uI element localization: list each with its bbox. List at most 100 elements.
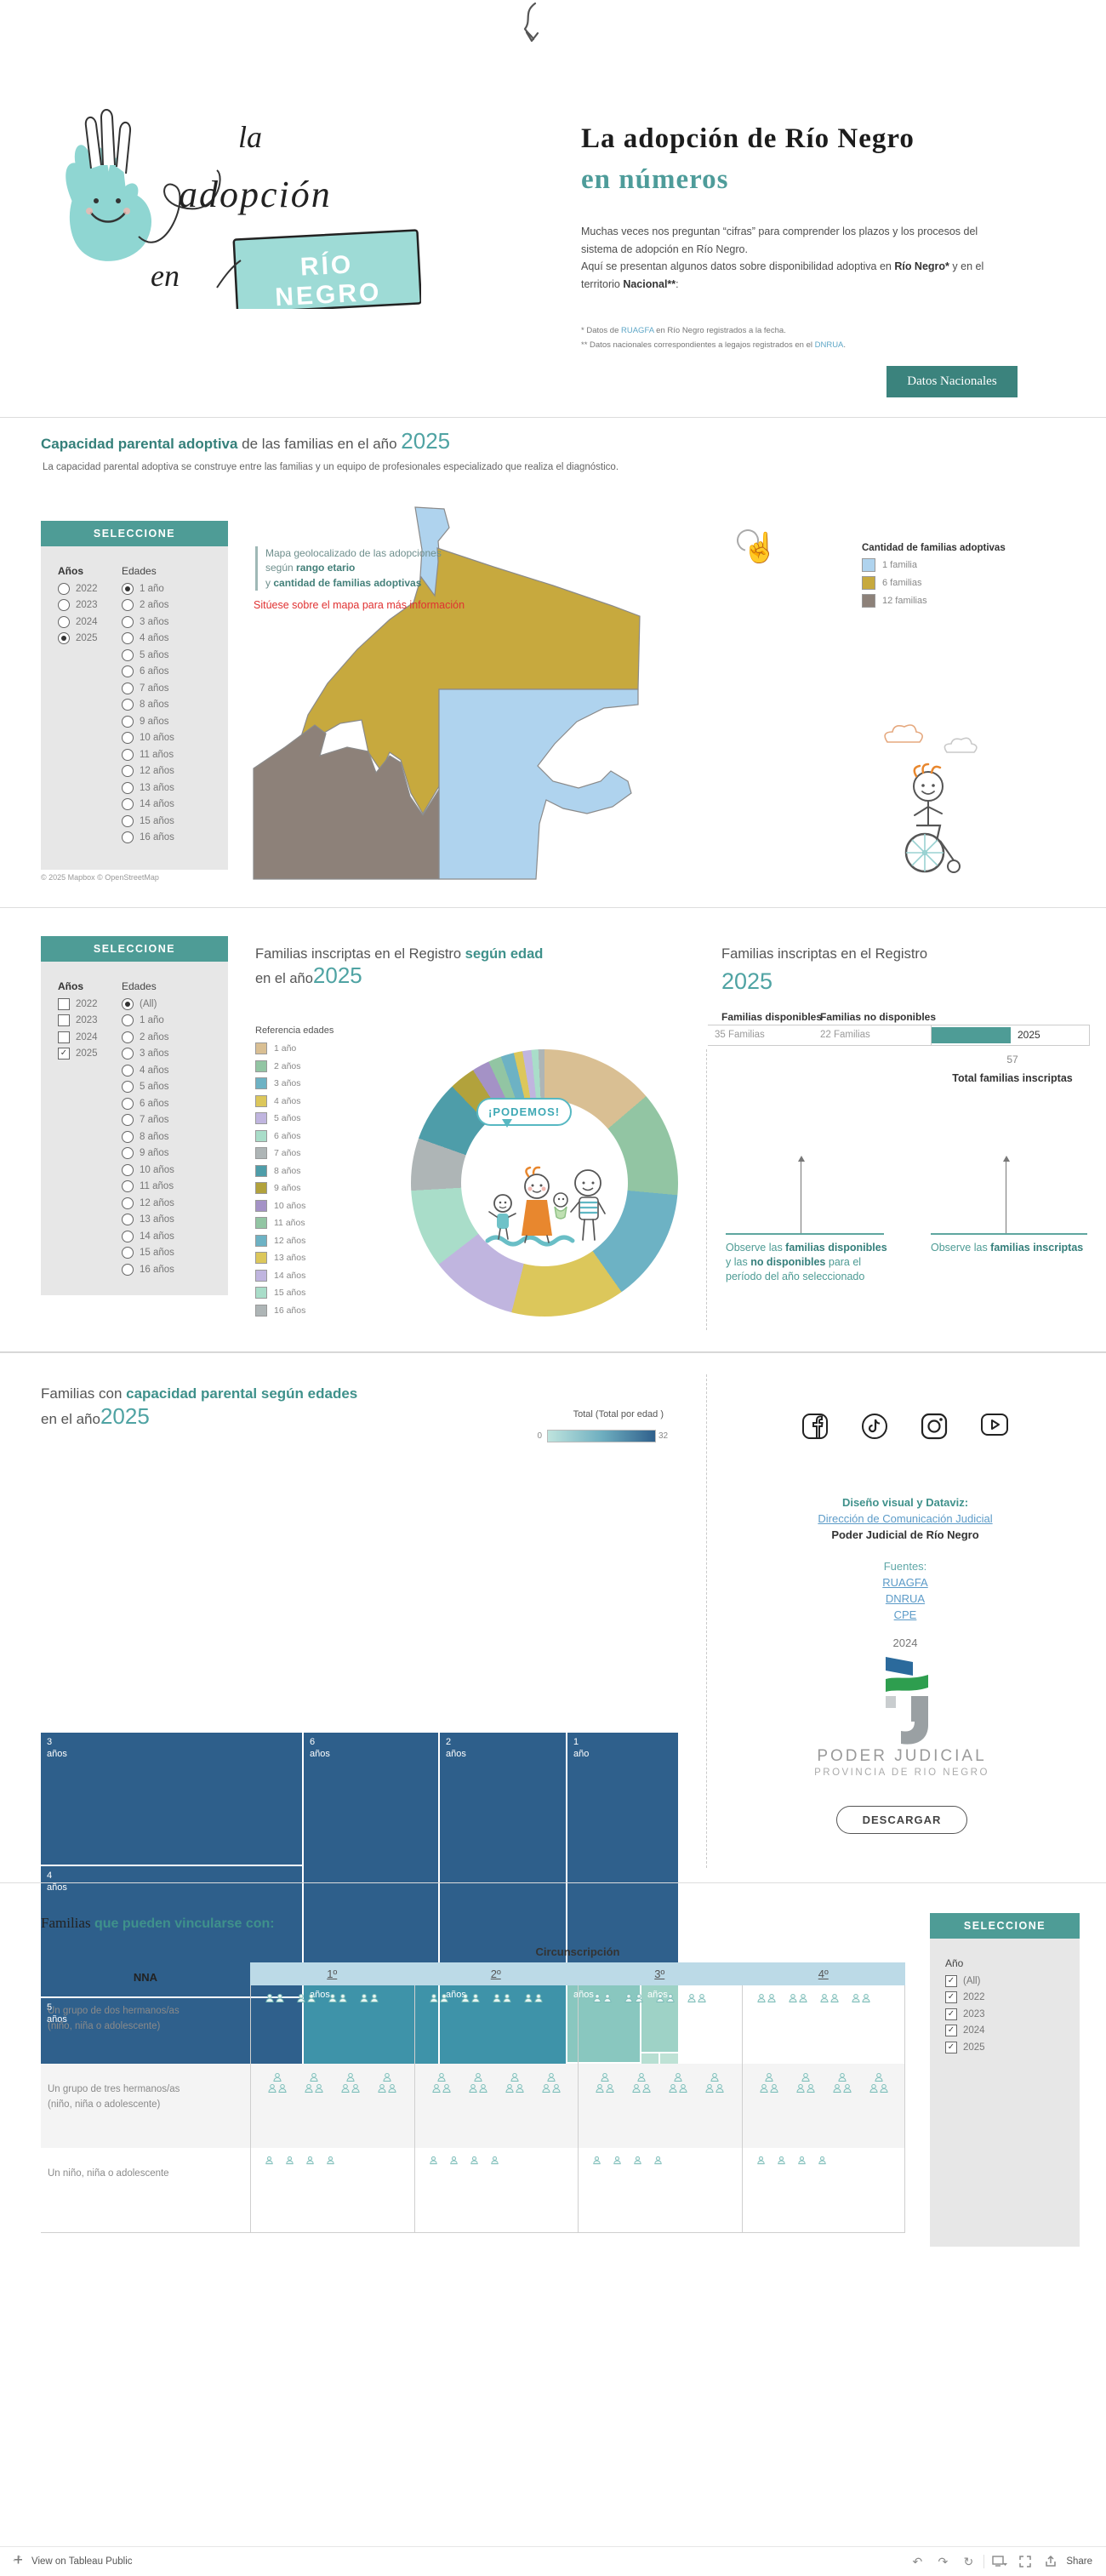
checkbox-option[interactable]: ✓ 2025 [945,2041,985,2053]
reset-icon[interactable]: ↻ [963,2554,974,2568]
icon-cell[interactable] [250,1985,414,2064]
icon-cell[interactable] [741,1985,905,2064]
radio-icon[interactable] [58,615,70,628]
tableau-home[interactable]: View on Tableau Public [12,2555,133,2567]
radio-icon[interactable] [122,831,134,843]
radio-option[interactable]: 4 años [122,1064,174,1077]
col-2[interactable]: 2º [490,1968,501,1980]
undo-icon[interactable]: ↶ [912,2554,923,2568]
radio-icon[interactable] [122,682,134,694]
checkbox-option[interactable]: ✓ (All) [945,1974,985,1987]
radio-option[interactable]: 3 años [122,1048,174,1060]
radio-option[interactable]: 14 años [122,1230,174,1242]
icon-cell[interactable] [413,2148,579,2232]
col-3[interactable]: 3º [654,1968,665,1980]
fullscreen-icon[interactable] [1015,2554,1035,2569]
radio-icon[interactable] [122,1097,134,1110]
icon-cell[interactable] [578,2148,742,2232]
radio-icon[interactable] [122,732,134,744]
checkbox-icon[interactable] [58,1014,70,1026]
radio-icon[interactable] [122,1214,134,1225]
radio-option[interactable]: 8 años [122,1130,174,1143]
radio-icon[interactable] [122,1263,134,1276]
radio-icon[interactable] [122,665,134,677]
redo-icon[interactable]: ↷ [938,2554,949,2568]
radio-option[interactable]: 9 años [122,715,174,728]
radio-icon[interactable] [122,1180,134,1192]
radio-icon[interactable] [122,748,134,761]
radio-option[interactable]: 12 años [122,1197,174,1209]
instagram-icon[interactable] [921,1413,948,1447]
col-1[interactable]: 1º [327,1968,338,1980]
radio-icon[interactable] [122,798,134,810]
icon-cell[interactable] [578,2064,742,2148]
icon-cell[interactable] [741,2064,905,2148]
radio-icon[interactable] [122,615,134,628]
radio-option[interactable]: 7 años [122,682,174,694]
radio-option[interactable]: 16 años [122,831,174,843]
device-layout-icon[interactable] [989,2554,1010,2569]
radio-option[interactable]: 1 año [122,1014,174,1026]
checkbox-option[interactable]: ✓ 2024 [945,2025,985,2036]
radio-option[interactable]: 2022 [58,582,98,595]
radio-icon[interactable] [122,1247,134,1259]
radio-option[interactable]: 14 años [122,798,174,810]
checkbox-option[interactable]: ✓ 2022 [945,1991,985,2003]
radio-icon[interactable] [122,1014,134,1026]
checkbox-icon[interactable] [58,997,70,1010]
radio-option[interactable]: 11 años [122,748,174,761]
share-icon[interactable] [1040,2554,1061,2569]
radio-icon[interactable] [122,1064,134,1077]
radio-icon[interactable] [122,582,134,595]
radio-icon[interactable] [122,599,134,611]
radio-icon[interactable] [122,765,134,777]
icon-cell[interactable] [250,2064,414,2148]
radio-option[interactable]: 11 años [122,1180,174,1192]
radio-option[interactable]: 5 años [122,1081,174,1093]
dnrua-link[interactable]: DNRUA [814,340,844,351]
radio-option[interactable]: 5 años [122,648,174,661]
checkbox-icon[interactable]: ✓ [945,1991,957,2003]
treemap-cell-2-años[interactable]: 2 años [440,1733,566,1972]
fuente-cpe-link[interactable]: CPE [893,1608,917,1621]
radio-option[interactable]: 3 años [122,615,174,628]
share-label[interactable]: Share [1066,2556,1092,2567]
radio-option[interactable]: 4 años [122,632,174,644]
radio-icon[interactable] [58,632,70,644]
radio-option[interactable]: 13 años [122,781,174,794]
col-4[interactable]: 4º [818,1968,829,1980]
descargar-button[interactable]: DESCARGAR [836,1806,967,1834]
radio-option[interactable]: 12 años [122,765,174,777]
total-bar[interactable] [932,1027,1011,1043]
treemap-cell-6-años[interactable]: 6 años [304,1733,438,1972]
datos-nacionales-button[interactable]: Datos Nacionales [887,366,1018,397]
radio-option[interactable]: 10 años [122,732,174,744]
checkbox-icon[interactable]: ✓ [945,1974,957,1987]
radio-option[interactable]: 2 años [122,1031,174,1043]
rio-negro-map[interactable] [247,500,859,888]
treemap-cell-3-años[interactable]: 3 años [41,1733,302,1865]
radio-icon[interactable] [122,1230,134,1242]
checkbox-option[interactable]: 2022 [58,997,98,1010]
icon-cell[interactable] [413,2064,579,2148]
radio-option[interactable]: 1 año [122,582,174,595]
radio-icon[interactable] [122,997,134,1010]
radio-icon[interactable] [122,781,134,794]
icon-cell[interactable] [250,2148,414,2232]
radio-option[interactable]: 13 años [122,1214,174,1225]
checkbox-option[interactable]: 2024 [58,1031,98,1043]
radio-option[interactable]: 2 años [122,599,174,611]
radio-icon[interactable] [122,1197,134,1209]
radio-icon[interactable] [122,1130,134,1143]
treemap-cell-1-año[interactable]: 1 año [567,1733,678,1972]
checkbox-option[interactable]: 2023 [58,1014,98,1026]
radio-option[interactable]: 2025 [58,632,98,644]
radio-option[interactable]: 16 años [122,1263,174,1276]
radio-option[interactable]: 6 años [122,665,174,677]
checkbox-icon[interactable]: ✓ [945,2025,957,2036]
radio-icon[interactable] [122,1048,134,1060]
radio-icon[interactable] [122,1031,134,1043]
ruagfa-link[interactable]: RUAGFA [621,326,654,335]
radio-icon[interactable] [122,814,134,827]
